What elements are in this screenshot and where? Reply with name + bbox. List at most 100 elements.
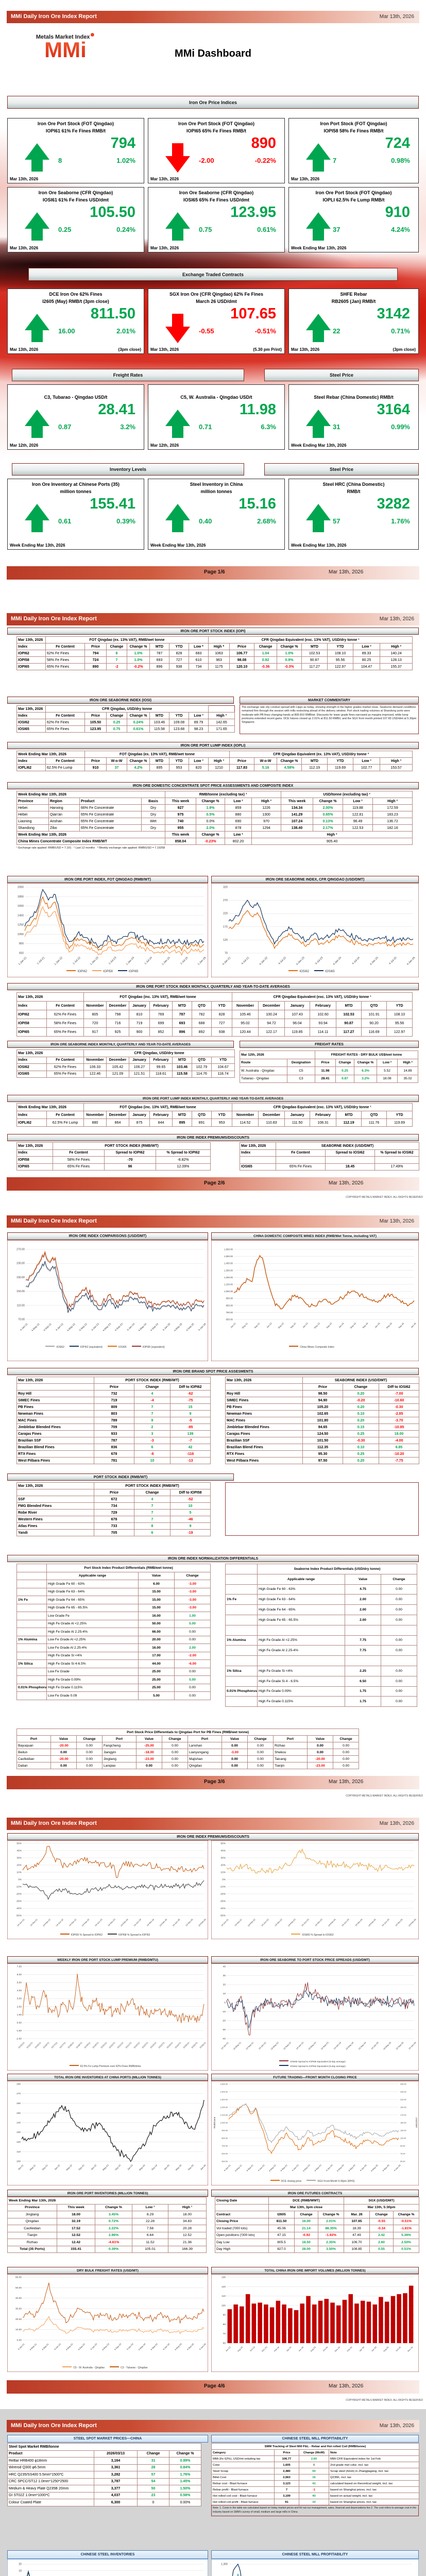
svg-text:170.00: 170.00 <box>400 2114 406 2116</box>
svg-text:2.00: 2.00 <box>17 2005 22 2008</box>
svg-text:800.00: 800.00 <box>221 2138 228 2140</box>
svg-text:140: 140 <box>16 2122 21 2125</box>
svg-text:950.00: 950.00 <box>226 1297 233 1300</box>
svg-text:6.00: 6.00 <box>17 1973 22 1976</box>
svg-text:-10: -10 <box>222 2010 226 2013</box>
svg-text:110: 110 <box>16 2150 21 2154</box>
svg-text:30%: 30% <box>16 1857 22 1860</box>
svg-text:-40%: -40% <box>16 1907 22 1910</box>
svg-text:120: 120 <box>223 939 228 942</box>
svg-text:4.00: 4.00 <box>17 1989 22 1992</box>
svg-text:1,350.00: 1,350.00 <box>224 1269 233 1272</box>
svg-text:120: 120 <box>221 2285 226 2289</box>
svg-text:5.00: 5.00 <box>17 1981 22 1985</box>
svg-text:0.00: 0.00 <box>17 2021 22 2024</box>
svg-text:650.00: 650.00 <box>226 1318 233 1321</box>
svg-text:USD/DMT: USD/DMT <box>415 2117 418 2128</box>
svg-text:-10%: -10% <box>16 1886 22 1889</box>
svg-text:70.00: 70.00 <box>400 2153 405 2155</box>
svg-text:40%: 40% <box>220 1850 226 1853</box>
svg-text:1,450.00: 1,450.00 <box>224 1262 233 1265</box>
svg-text:-50%: -50% <box>16 1914 22 1918</box>
svg-text:1,650.00: 1,650.00 <box>224 1248 233 1251</box>
svg-text:-40: -40 <box>222 2038 226 2041</box>
svg-text:180: 180 <box>16 2083 21 2086</box>
svg-text:0.00: 0.00 <box>17 2339 22 2342</box>
svg-text:220: 220 <box>223 912 228 916</box>
svg-text:30%: 30% <box>220 1857 226 1860</box>
svg-text:3.00: 3.00 <box>17 1997 22 2001</box>
svg-text:130.00: 130.00 <box>400 2130 406 2132</box>
svg-text:1450: 1450 <box>18 914 24 917</box>
svg-text:100: 100 <box>221 2304 226 2307</box>
svg-text:20: 20 <box>223 1984 226 1987</box>
svg-text:130: 130 <box>16 2131 21 2134</box>
svg-text:40: 40 <box>223 1965 226 1969</box>
svg-text:1,300: 1,300 <box>221 2563 228 2566</box>
svg-text:0%: 0% <box>18 1878 22 1882</box>
svg-text:1,050.00: 1,050.00 <box>224 1290 233 1293</box>
svg-text:1,250.00: 1,250.00 <box>224 1276 233 1279</box>
svg-text:20: 20 <box>19 2563 22 2566</box>
svg-text:70.00: 70.00 <box>18 1318 25 1321</box>
svg-text:-30: -30 <box>222 2028 226 2031</box>
svg-text:1050: 1050 <box>18 933 24 936</box>
svg-text:-10%: -10% <box>220 1886 226 1889</box>
svg-text:-20%: -20% <box>220 1893 226 1896</box>
svg-text:10.00: 10.00 <box>15 2328 22 2331</box>
svg-text:170: 170 <box>16 2092 21 2095</box>
svg-text:1,550.00: 1,550.00 <box>224 1255 233 1258</box>
svg-text:190.00: 190.00 <box>16 1276 25 1279</box>
svg-text:1,200.00: 1,200.00 <box>220 2107 228 2109</box>
svg-text:RMB/tonne: RMB/tonne <box>213 2116 216 2128</box>
svg-text:1650: 1650 <box>18 905 24 908</box>
svg-text:110: 110 <box>221 2295 226 2298</box>
svg-text:230.00: 230.00 <box>400 2091 406 2093</box>
svg-text:1,500.00: 1,500.00 <box>220 2083 228 2086</box>
svg-text:-30%: -30% <box>220 1900 226 1903</box>
svg-text:50%: 50% <box>220 1842 226 1845</box>
svg-text:-1.00: -1.00 <box>16 2029 22 2032</box>
svg-text:60.00: 60.00 <box>15 2276 22 2279</box>
svg-text:1850: 1850 <box>18 895 24 899</box>
svg-text:1,000.00: 1,000.00 <box>220 2122 228 2124</box>
svg-text:1,150.00: 1,150.00 <box>224 1283 233 1286</box>
svg-text:170: 170 <box>223 925 228 928</box>
svg-text:120: 120 <box>16 2141 21 2144</box>
svg-text:100: 100 <box>16 2160 21 2163</box>
svg-text:-50%: -50% <box>220 1914 226 1918</box>
svg-text:1,400.00: 1,400.00 <box>220 2091 228 2093</box>
svg-text:1,300.00: 1,300.00 <box>220 2099 228 2101</box>
svg-text:750.00: 750.00 <box>226 1311 233 1314</box>
svg-text:50.00: 50.00 <box>15 2286 22 2290</box>
svg-text:20%: 20% <box>220 1864 226 1867</box>
svg-text:60: 60 <box>223 2342 226 2345</box>
svg-text:270: 270 <box>223 899 228 902</box>
svg-text:1,100.00: 1,100.00 <box>220 2114 228 2116</box>
svg-text:10%: 10% <box>16 1871 22 1874</box>
svg-text:110.00: 110.00 <box>17 1304 25 1307</box>
svg-text:900.00: 900.00 <box>221 2130 228 2132</box>
svg-text:-2.00: -2.00 <box>16 2038 22 2041</box>
svg-text:110.00: 110.00 <box>400 2138 406 2140</box>
svg-text:0%: 0% <box>222 1878 226 1882</box>
svg-text:320: 320 <box>223 886 228 889</box>
svg-text:-30%: -30% <box>16 1900 22 1903</box>
svg-text:150: 150 <box>16 2112 21 2115</box>
svg-text:150.00: 150.00 <box>400 2122 406 2124</box>
svg-text:2050: 2050 <box>18 886 24 889</box>
svg-text:70: 70 <box>223 2332 226 2335</box>
svg-text:30: 30 <box>223 1974 226 1977</box>
svg-text:-20: -20 <box>222 2020 226 2023</box>
svg-text:20.00: 20.00 <box>15 2318 22 2321</box>
svg-text:80: 80 <box>223 2323 226 2326</box>
svg-text:-20%: -20% <box>16 1893 22 1896</box>
svg-text:160: 160 <box>16 2102 21 2105</box>
svg-text:40.00: 40.00 <box>15 2297 22 2300</box>
svg-text:650: 650 <box>19 952 24 955</box>
svg-text:230.00: 230.00 <box>16 1262 25 1265</box>
svg-text:210.00: 210.00 <box>400 2099 406 2101</box>
svg-text:250.00: 250.00 <box>400 2083 406 2086</box>
svg-text:1.00: 1.00 <box>17 2013 22 2016</box>
svg-text:270.00: 270.00 <box>16 1248 25 1251</box>
